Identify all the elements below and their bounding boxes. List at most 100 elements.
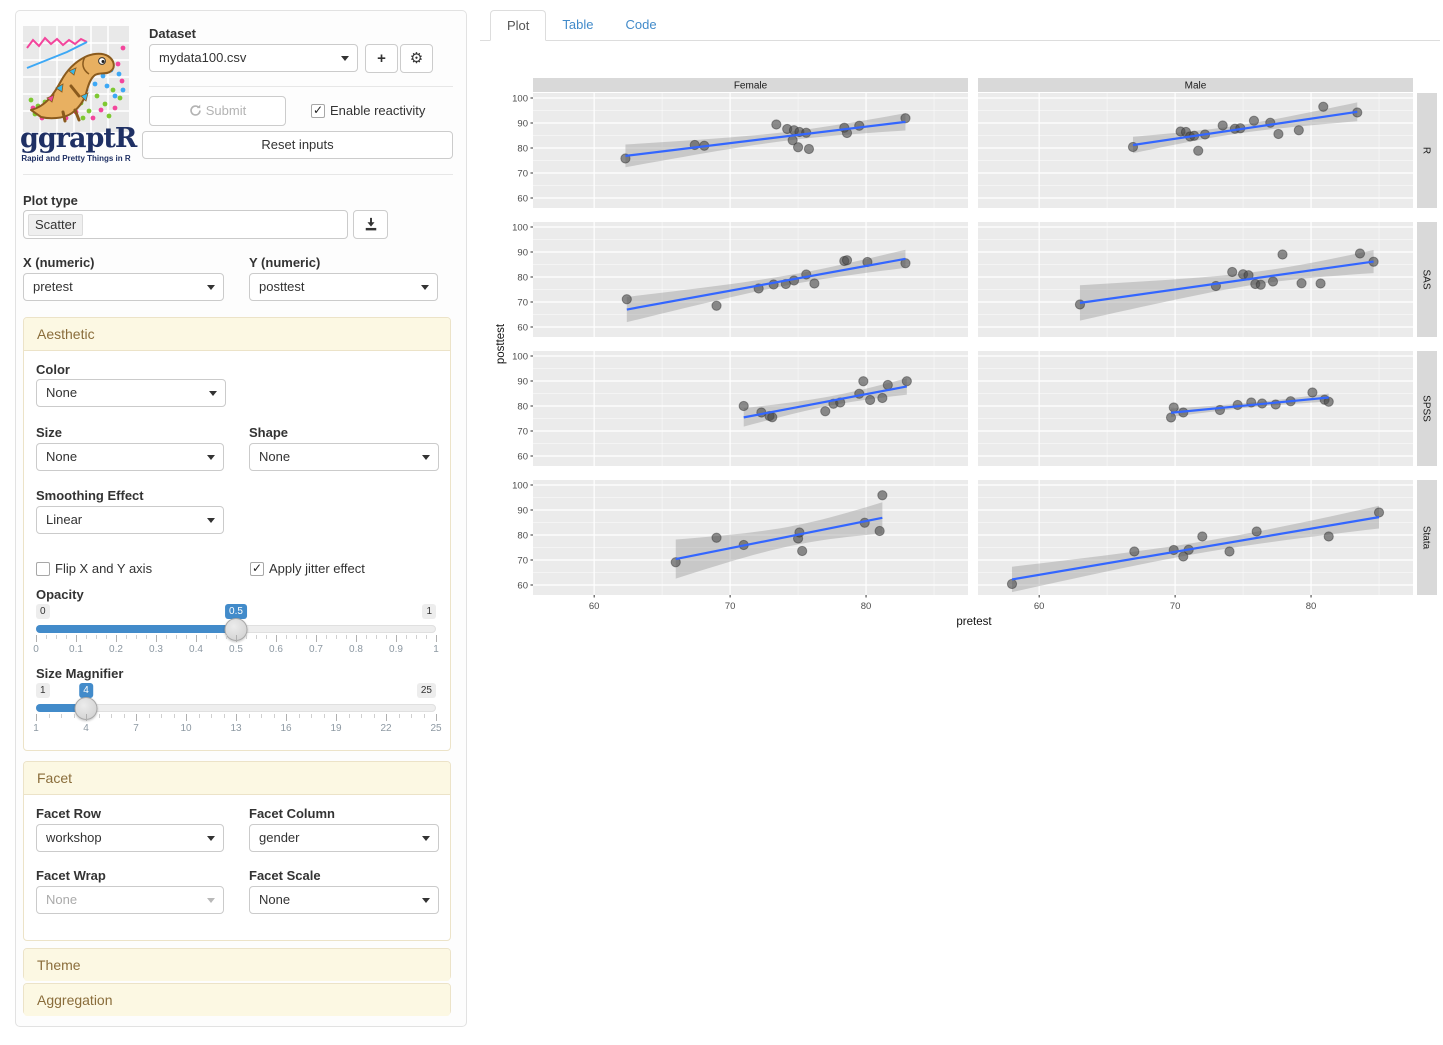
y-field-label: Y (numeric): [249, 255, 321, 270]
tab-table[interactable]: Table: [562, 17, 594, 32]
main-tabbar: Plot Table Code: [480, 10, 1440, 41]
color-label: Color: [36, 362, 70, 377]
size-magnifier-label: Size Magnifier: [36, 666, 124, 681]
smoothing-label: Smoothing Effect: [36, 488, 144, 503]
smoothing-value: Linear: [46, 512, 83, 527]
caret-down-icon: [207, 836, 215, 841]
caret-down-icon: [207, 285, 215, 290]
svg-text:SAS: SAS: [1421, 269, 1432, 289]
svg-text:70: 70: [517, 298, 528, 309]
download-icon: [365, 217, 376, 231]
svg-text:60: 60: [589, 601, 600, 612]
download-plot-button[interactable]: [353, 210, 388, 239]
svg-text:80: 80: [861, 601, 872, 612]
smoothing-dropdown[interactable]: Linear: [36, 506, 224, 534]
ggraptr-logo: [23, 26, 129, 132]
logo-pink-line: [26, 36, 88, 49]
opacity-slider[interactable]: 0 1 0.5 0 0.1 0.2 0.3 0.4 0.5 0.6 0.7 0.8 0.9 1: [33, 604, 439, 655]
facet-column-value: gender: [259, 830, 300, 845]
svg-text:R: R: [1421, 147, 1432, 154]
submit-label: Submit: [205, 103, 247, 118]
x-field-label: X (numeric): [23, 255, 95, 270]
tab-plot[interactable]: Plot: [490, 10, 547, 41]
plus-icon: +: [377, 50, 386, 67]
svg-text:70: 70: [517, 169, 528, 180]
theme-panel-header[interactable]: Theme: [24, 949, 450, 981]
plot-type-chip[interactable]: Scatter: [28, 214, 84, 236]
facet-column-label: Facet Column: [249, 806, 335, 821]
facet-scale-dropdown[interactable]: None: [249, 886, 439, 914]
divider: [149, 86, 453, 87]
svg-text:80: 80: [517, 144, 528, 155]
facet-scale-value: None: [259, 892, 291, 907]
flip-axes-label: Flip X and Y axis: [55, 561, 153, 576]
svg-text:60: 60: [517, 581, 528, 592]
color-value: None: [46, 385, 78, 400]
svg-text:80: 80: [1306, 601, 1317, 612]
svg-text:90: 90: [517, 377, 528, 388]
shape-dropdown[interactable]: None: [249, 443, 439, 471]
size-magnifier-slider[interactable]: 1 25 4 1 4 7 10 13 16 19 22 25: [33, 683, 442, 734]
caret-down-icon: [421, 285, 429, 290]
svg-text:80: 80: [517, 531, 528, 542]
svg-text:100: 100: [512, 352, 528, 363]
aesthetic-panel-header[interactable]: Aesthetic: [24, 318, 450, 351]
caret-down-icon: [207, 455, 215, 460]
facet-wrap-dropdown[interactable]: None: [36, 886, 224, 914]
y-field-value: posttest: [259, 279, 305, 294]
svg-text:100: 100: [512, 223, 528, 234]
dataset-label: Dataset: [149, 26, 196, 41]
app-tagline: Rapid and Pretty Things in R: [21, 154, 131, 163]
app-title: ggraptR: [20, 123, 137, 154]
color-dropdown[interactable]: None: [36, 379, 226, 407]
svg-text:100: 100: [512, 94, 528, 105]
caret-down-icon: [209, 391, 217, 396]
facet-row-value: workshop: [46, 830, 102, 845]
jitter-checkbox[interactable]: [250, 561, 264, 576]
dataset-dropdown[interactable]: mydata100.csv: [149, 44, 358, 72]
svg-text:60: 60: [517, 194, 528, 205]
svg-text:Male: Male: [1185, 81, 1207, 92]
add-dataset-button[interactable]: +: [365, 44, 398, 73]
size-dropdown[interactable]: None: [36, 443, 224, 471]
reset-inputs-button[interactable]: Reset inputs: [142, 131, 453, 159]
y-field-dropdown[interactable]: posttest: [249, 273, 438, 301]
svg-text:80: 80: [517, 273, 528, 284]
facet-row-dropdown[interactable]: workshop: [36, 824, 224, 852]
shape-label: Shape: [249, 425, 289, 440]
facet-scatter-plot: Female Male R SAS SPSS Stata 100 90 80 70 60 100 90 8…: [495, 78, 1437, 628]
svg-text:80: 80: [517, 402, 528, 413]
facet-panel-header[interactable]: Facet: [24, 762, 450, 795]
svg-text:90: 90: [517, 119, 528, 130]
dataset-value: mydata100.csv: [159, 50, 247, 65]
caret-down-icon: [341, 56, 349, 61]
facet-row-label: Facet Row: [36, 806, 102, 821]
gear-icon: ⚙: [409, 50, 424, 67]
facet-wrap-value: None: [46, 892, 78, 907]
facet-scale-label: Facet Scale: [249, 868, 321, 883]
svg-text:posttest: posttest: [495, 323, 507, 364]
svg-text:Stata: Stata: [1421, 526, 1432, 550]
size-label: Size: [36, 425, 63, 440]
enable-reactivity-checkbox[interactable]: [311, 103, 325, 118]
x-field-dropdown[interactable]: pretest: [23, 273, 224, 301]
logo-blue-line: [26, 41, 88, 69]
refresh-icon: [190, 104, 201, 116]
svg-text:90: 90: [517, 248, 528, 259]
svg-text:90: 90: [517, 506, 528, 517]
facet-column-dropdown[interactable]: gender: [249, 824, 439, 852]
tab-code[interactable]: Code: [625, 17, 657, 32]
aggregation-panel-header[interactable]: Aggregation: [24, 984, 450, 1016]
jitter-label: Apply jitter effect: [269, 561, 365, 576]
dataset-settings-button[interactable]: ⚙: [400, 44, 433, 73]
svg-text:70: 70: [725, 601, 736, 612]
plot-type-input[interactable]: Scatter: [23, 210, 348, 239]
submit-button[interactable]: Submit: [149, 96, 286, 126]
svg-text:pretest: pretest: [956, 616, 992, 628]
sidebar: ggraptR Rapid and Pretty Things in R Dat…: [15, 10, 467, 1027]
flip-axes-checkbox[interactable]: [36, 562, 50, 576]
caret-down-icon: [422, 898, 430, 903]
aggregation-panel: Aggregation: [23, 983, 451, 1016]
enable-reactivity-label: Enable reactivity: [330, 103, 426, 118]
